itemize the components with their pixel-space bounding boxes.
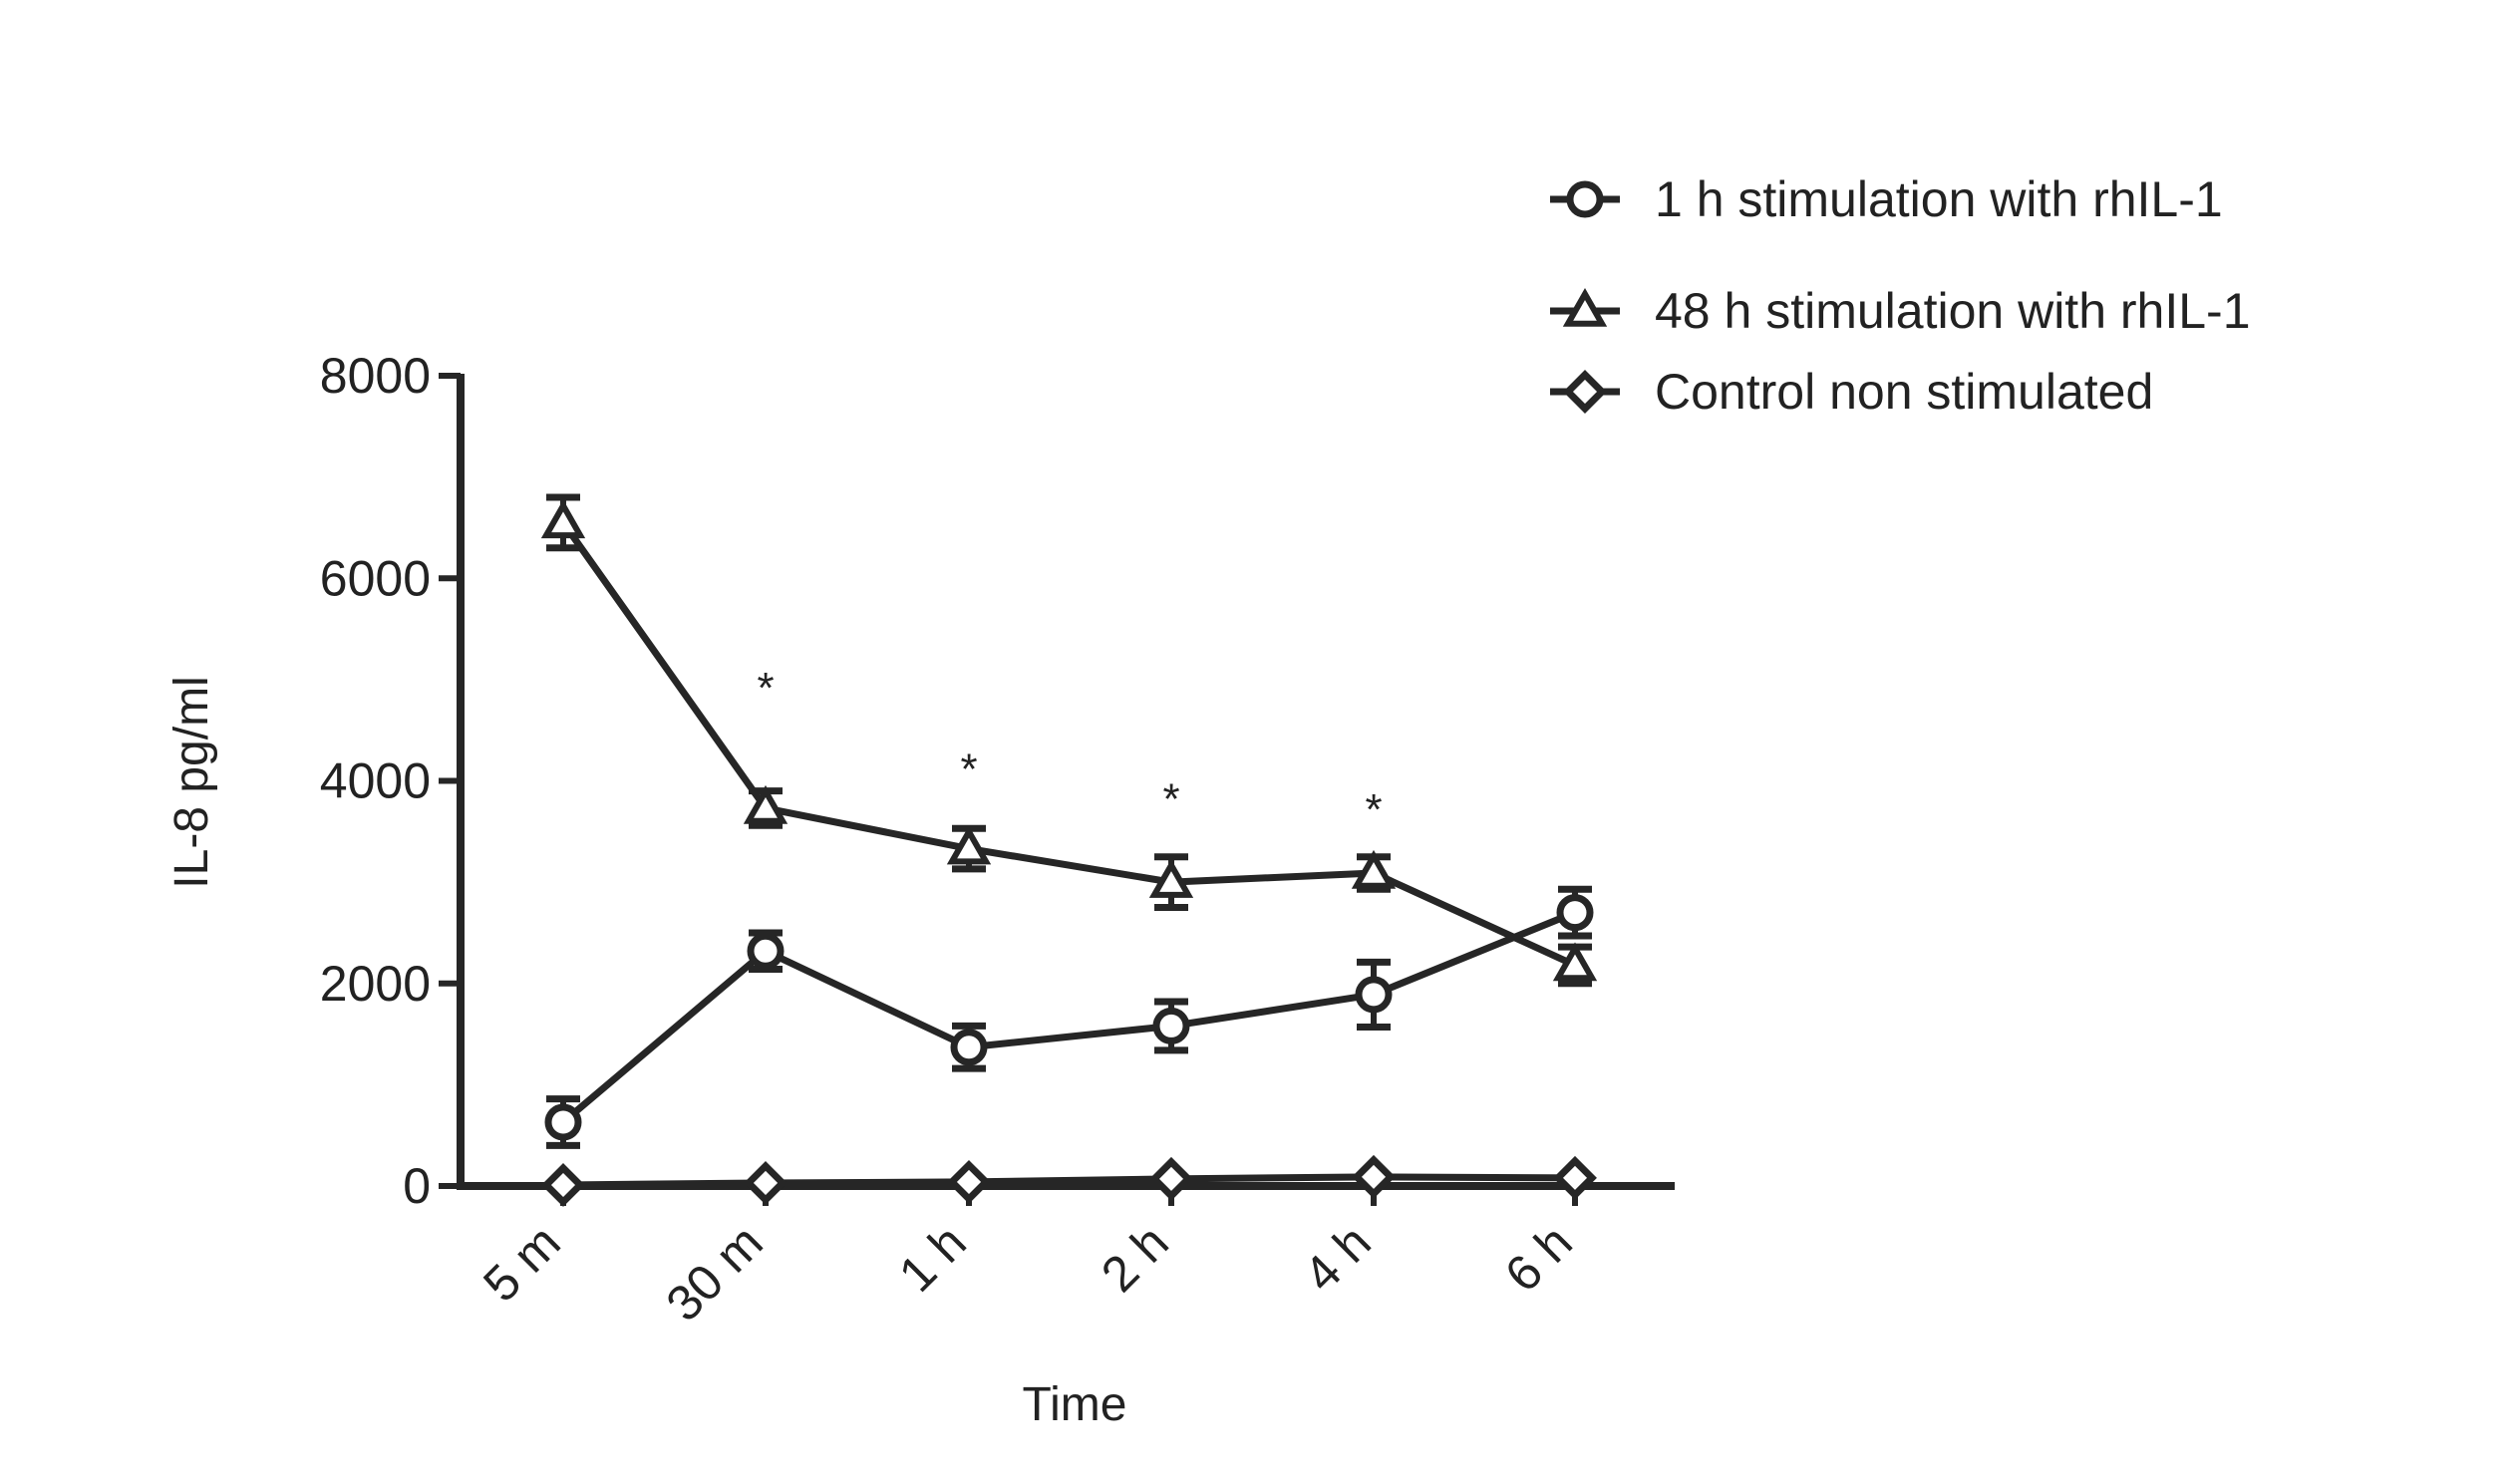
- data-point: [947, 1159, 991, 1204]
- x-tick-label: 2 h: [1091, 1214, 1179, 1303]
- y-axis-label: IL-8 pg/ml: [165, 676, 218, 888]
- data-point: [950, 1029, 988, 1066]
- x-tick-label: 5 m: [472, 1214, 571, 1313]
- data-point: [1355, 976, 1393, 1014]
- y-tick-label: 8000: [320, 348, 431, 404]
- significance-marker: *: [960, 744, 977, 793]
- legend-item-1: 1 h stimulation with rhIL-1: [1550, 171, 2223, 227]
- annotations: * * * *: [757, 664, 1382, 834]
- data-point: [1351, 849, 1397, 889]
- x-tick-label: 6 h: [1494, 1214, 1583, 1303]
- legend-marker: [1566, 180, 1604, 218]
- y-axis-ticks: 0 2000 4000 6000 8000: [320, 348, 461, 1214]
- x-tick-label: 30 m: [656, 1214, 774, 1332]
- data-point: [747, 932, 785, 970]
- data-point: [743, 784, 788, 824]
- series-1: [544, 885, 1594, 1149]
- significance-marker: *: [757, 664, 774, 713]
- data-point: [1352, 1154, 1396, 1199]
- data-point: [744, 1161, 788, 1205]
- y-tick-label: 4000: [320, 753, 431, 809]
- data-point: [1152, 1007, 1190, 1044]
- data-point: [1149, 1156, 1193, 1201]
- data-point: [540, 499, 586, 539]
- series-2: [540, 493, 1598, 988]
- significance-marker: *: [1162, 775, 1179, 824]
- data-point: [946, 825, 992, 865]
- x-tick-label: 4 h: [1293, 1214, 1382, 1303]
- series-layer: [540, 493, 1598, 1207]
- legend-marker: [1562, 287, 1608, 327]
- legend-label: Control non stimulated: [1655, 364, 2153, 420]
- x-tick-label: 1 h: [888, 1214, 977, 1303]
- legend-label: 48 h stimulation with rhIL-1: [1655, 283, 2251, 339]
- significance-marker: *: [1365, 785, 1382, 834]
- y-tick-label: 2000: [320, 956, 431, 1012]
- data-point: [1552, 942, 1598, 982]
- data-point: [1556, 894, 1594, 932]
- series-line: [560, 520, 1577, 969]
- legend-marker: [1563, 370, 1607, 414]
- x-axis-ticks: 5 m 30 m 1 h 2 h 4 h 6 h: [472, 1186, 1583, 1332]
- data-point: [1553, 1155, 1597, 1200]
- legend: 1 h stimulation with rhIL-1 48 h stimulat…: [1550, 171, 2251, 420]
- legend-item-2: 48 h stimulation with rhIL-1: [1550, 283, 2251, 339]
- series-line: [562, 1173, 1576, 1189]
- x-axis-label: Time: [1023, 1378, 1127, 1431]
- axes: [457, 374, 1675, 1190]
- series-line: [560, 909, 1577, 1125]
- y-tick-label: 0: [403, 1158, 431, 1214]
- data-point: [541, 1163, 585, 1207]
- legend-label: 1 h stimulation with rhIL-1: [1655, 171, 2223, 227]
- data-point: [1148, 859, 1194, 898]
- series-3: [541, 1154, 1597, 1207]
- y-tick-label: 6000: [320, 550, 431, 606]
- data-point: [544, 1103, 582, 1141]
- legend-item-3: Control non stimulated: [1550, 364, 2153, 420]
